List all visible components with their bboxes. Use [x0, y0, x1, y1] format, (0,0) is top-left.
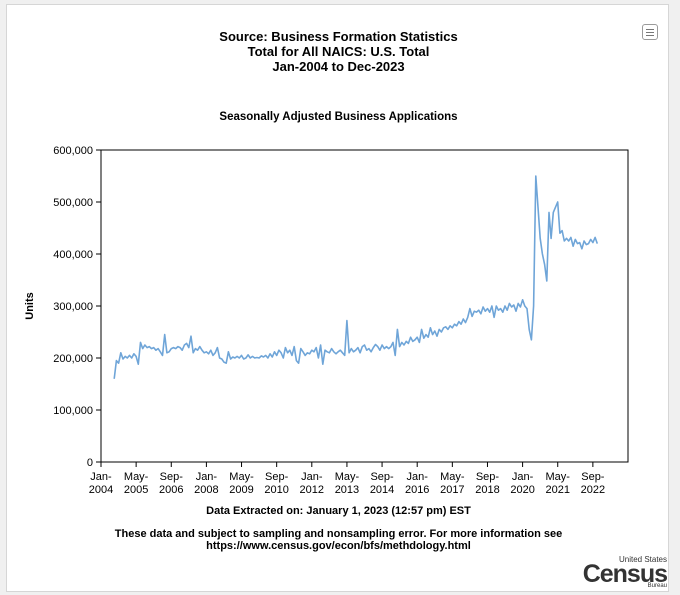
- menu-bar-1: [646, 29, 654, 30]
- logo-main-text: Census: [582, 560, 668, 588]
- x-tick-label-month: Sep-: [370, 471, 394, 483]
- x-tick-label-month: May-: [335, 471, 360, 483]
- x-tick-label-year: 2006: [159, 484, 183, 496]
- series-group: [113, 175, 599, 379]
- series-line: [113, 175, 599, 379]
- x-tick-label-year: 2009: [229, 484, 253, 496]
- x-tick-label-year: 2010: [264, 484, 288, 496]
- y-axis-label: Units: [24, 292, 36, 320]
- note-line-1: These data and subject to sampling and n…: [114, 528, 563, 540]
- x-tick-label-year: 2012: [300, 484, 324, 496]
- y-tick-label: 600,000: [53, 145, 93, 157]
- x-tick-label-year: 2008: [194, 484, 218, 496]
- chart: 0 100,000 200,000 300,000 400,000 500,000 600,…: [24, 145, 629, 496]
- x-tick-label-year: 2014: [370, 484, 394, 496]
- hamburger-menu-icon[interactable]: [642, 24, 658, 40]
- x-tick-label-month: May-: [229, 471, 254, 483]
- x-tick-label-year: 2005: [124, 484, 148, 496]
- x-tick-label-month: May-: [124, 471, 149, 483]
- y-tick-label: 400,000: [53, 249, 93, 261]
- census-logo: United States Census Bureau: [583, 555, 668, 591]
- x-tick-label-year: 2004: [89, 484, 113, 496]
- plot-area: [100, 149, 629, 463]
- x-tick-label-year: 2022: [581, 484, 605, 496]
- x-tick-label-month: Jan-: [301, 471, 323, 483]
- y-axis: 0 100,000 200,000 300,000 400,000 500,000 600,…: [53, 145, 101, 469]
- x-tick-label-month: Jan-: [512, 471, 534, 483]
- header-source: Source: Business Formation Statistics: [219, 29, 458, 44]
- y-tick-label: 300,000: [53, 301, 93, 313]
- y-tick-label: 0: [87, 457, 93, 469]
- x-tick-label-month: Jan-: [406, 471, 428, 483]
- x-tick-label-month: Sep-: [265, 471, 289, 483]
- x-tick-label-month: Sep-: [476, 471, 500, 483]
- chart-title: Seasonally Adjusted Business Application…: [219, 111, 458, 123]
- x-tick-label-month: Jan-: [196, 471, 218, 483]
- menu-bar-3: [646, 35, 654, 36]
- note-line-2[interactable]: https://www.census.gov/econ/bfs/methdolo…: [206, 540, 471, 552]
- header-naics: Total for All NAICS: U.S. Total: [247, 44, 430, 59]
- y-tick-label: 500,000: [53, 197, 93, 209]
- x-tick-label-month: Sep-: [581, 471, 605, 483]
- x-tick-label-year: 2017: [440, 484, 464, 496]
- y-tick-label: 200,000: [53, 353, 93, 365]
- x-axis: Jan-2004May-2005Sep-2006Jan-2008May-2009…: [89, 462, 605, 496]
- x-tick-label-year: 2016: [405, 484, 429, 496]
- x-tick-label-year: 2021: [545, 484, 569, 496]
- x-tick-label-month: Jan-: [90, 471, 112, 483]
- x-tick-label-year: 2013: [335, 484, 359, 496]
- logo-top-text: United States: [618, 555, 667, 564]
- header-date-range: Jan-2004 to Dec-2023: [272, 59, 405, 74]
- x-tick-label-year: 2018: [475, 484, 499, 496]
- logo-bottom-text: Bureau: [647, 583, 667, 589]
- x-tick-label-year: 2020: [510, 484, 534, 496]
- x-tick-label-month: May-: [440, 471, 465, 483]
- x-tick-label-month: Sep-: [160, 471, 184, 483]
- x-tick-label-month: May-: [546, 471, 571, 483]
- data-extracted-text: Data Extracted on: January 1, 2023 (12:5…: [206, 505, 471, 517]
- menu-bar-2: [646, 32, 654, 33]
- chart-panel: Source: Business Formation Statistics To…: [6, 4, 669, 592]
- y-tick-label: 100,000: [53, 405, 93, 417]
